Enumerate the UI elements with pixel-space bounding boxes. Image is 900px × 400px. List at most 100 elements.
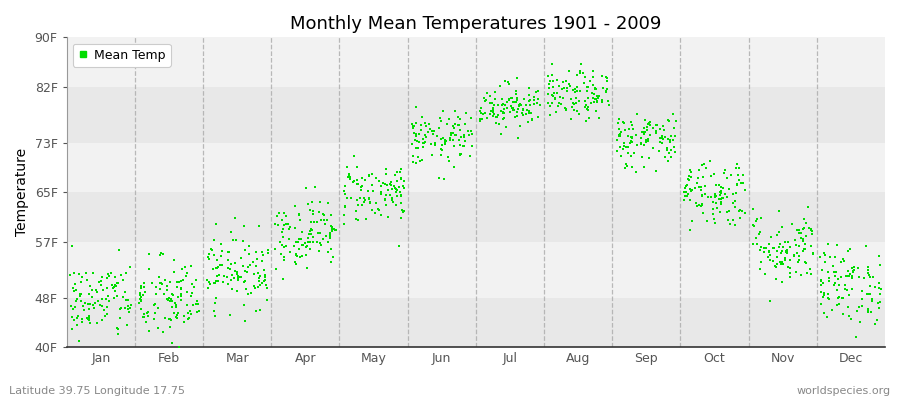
Point	[656, 136, 670, 143]
Point	[859, 243, 873, 249]
Point	[706, 206, 720, 212]
Point	[829, 268, 843, 275]
Point	[109, 283, 123, 289]
Point	[136, 284, 150, 290]
Point	[166, 340, 180, 346]
Point	[228, 260, 242, 266]
Point	[292, 211, 307, 218]
Point	[207, 237, 221, 244]
Point	[293, 236, 308, 242]
Point	[683, 197, 698, 203]
Point	[238, 302, 252, 308]
Point	[750, 241, 764, 248]
Bar	[67, 143, 885, 192]
Point	[629, 132, 643, 138]
Point	[578, 103, 592, 110]
Point	[554, 101, 568, 108]
Point	[292, 217, 307, 224]
Point	[757, 244, 771, 251]
Point	[690, 180, 705, 186]
Point	[248, 285, 262, 292]
Point	[717, 167, 732, 174]
Point	[111, 293, 125, 299]
Point	[587, 99, 601, 105]
Point	[425, 128, 439, 134]
Point	[86, 305, 101, 312]
Point	[708, 182, 723, 188]
Point	[133, 306, 148, 312]
Point	[566, 107, 580, 113]
Point	[295, 242, 310, 248]
Point	[569, 100, 583, 106]
Point	[783, 264, 797, 271]
Point	[122, 309, 137, 315]
Point	[689, 203, 704, 210]
Point	[366, 188, 381, 194]
Point	[684, 188, 698, 194]
Point	[311, 248, 326, 254]
Point	[122, 264, 137, 270]
Point	[119, 297, 133, 303]
Point	[89, 288, 104, 295]
Point	[256, 278, 271, 284]
Bar	[67, 192, 885, 242]
Point	[502, 109, 517, 116]
Point	[643, 132, 657, 138]
Point	[427, 128, 441, 134]
Point	[697, 161, 711, 168]
Point	[406, 159, 420, 166]
Point	[845, 273, 859, 279]
Point	[828, 280, 842, 286]
Point	[638, 117, 652, 123]
Point	[599, 74, 614, 80]
Point	[772, 228, 787, 235]
Point	[842, 313, 857, 319]
Point	[94, 317, 109, 324]
Point	[618, 161, 633, 167]
Point	[305, 227, 320, 233]
Point	[801, 204, 815, 210]
Point	[374, 191, 388, 197]
Point	[855, 296, 869, 302]
Point	[713, 209, 727, 215]
Point	[814, 277, 829, 283]
Point	[874, 286, 888, 292]
Point	[134, 298, 148, 304]
Point	[117, 289, 131, 296]
Point	[72, 270, 86, 277]
Point	[301, 235, 315, 241]
Point	[434, 118, 448, 124]
Point	[590, 98, 605, 104]
Point	[390, 177, 404, 184]
Point	[69, 298, 84, 304]
Point	[108, 282, 122, 289]
Point	[730, 181, 744, 188]
Point	[751, 216, 765, 222]
Point	[488, 89, 502, 96]
Point	[338, 204, 353, 210]
Point	[70, 322, 85, 328]
Point	[249, 248, 264, 255]
Point	[792, 243, 806, 249]
Point	[730, 161, 744, 168]
Point	[282, 226, 296, 232]
Point	[231, 275, 246, 282]
Point	[708, 219, 723, 226]
Point	[478, 110, 492, 116]
Point	[762, 249, 777, 255]
Point	[830, 242, 844, 248]
Point	[513, 101, 527, 108]
Point	[644, 122, 658, 129]
Point	[770, 248, 784, 254]
Point	[446, 143, 461, 149]
Point	[708, 193, 723, 199]
Y-axis label: Temperature: Temperature	[15, 148, 29, 236]
Point	[610, 137, 625, 144]
Point	[574, 61, 589, 67]
Point	[106, 285, 121, 292]
Point	[498, 78, 512, 85]
Point	[492, 120, 507, 127]
Point	[515, 110, 529, 117]
Point	[378, 197, 392, 204]
Point	[328, 227, 343, 234]
